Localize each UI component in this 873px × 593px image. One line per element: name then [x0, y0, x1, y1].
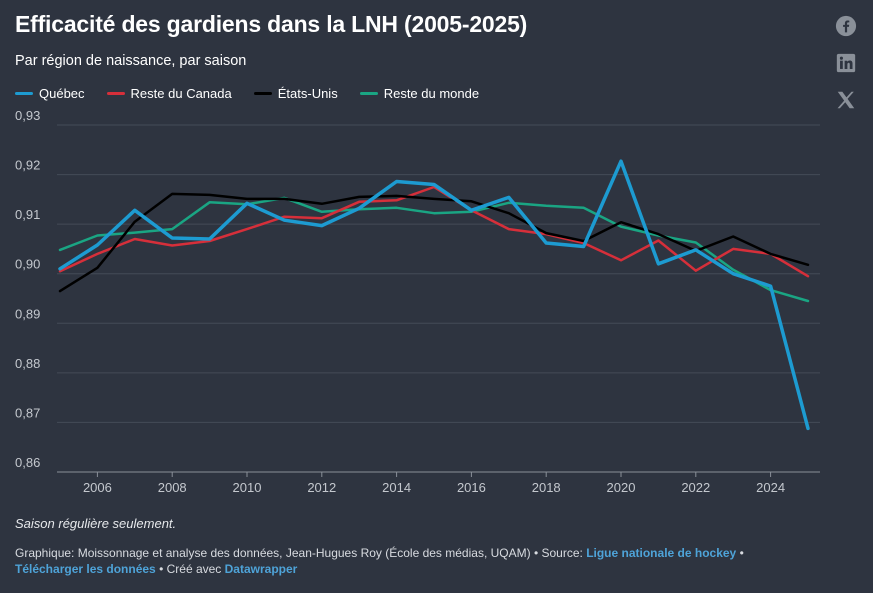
legend-label: Reste du monde	[383, 86, 480, 101]
x-tick-label: 2016	[457, 480, 486, 495]
x-tick-label: 2018	[532, 480, 561, 495]
x-tick-label: 2022	[681, 480, 710, 495]
source-link[interactable]: Ligue nationale de hockey	[586, 546, 737, 560]
x-tick-label: 2024	[756, 480, 785, 495]
y-tick-label: 0,89	[15, 306, 40, 321]
x-tick-label: 2010	[233, 480, 262, 495]
y-tick-label: 0,86	[15, 455, 40, 470]
line-chart: 0,86 0,87 0,88 0,89 0,90 0,91 0,92 0,93 2006 2008…	[15, 110, 820, 495]
legend-item-reste-du-canada: Reste du Canada	[106, 86, 232, 101]
facebook-icon	[835, 15, 857, 37]
y-tick-label: 0,88	[15, 356, 40, 371]
x-tick-label: 2008	[158, 480, 187, 495]
y-tick-label: 0,92	[15, 158, 40, 173]
x-tick-label: 2012	[307, 480, 336, 495]
legend-label: États-Unis	[277, 86, 338, 101]
linkedin-share-button[interactable]	[835, 52, 857, 74]
legend-swatch-etats-unis	[253, 92, 272, 95]
chart-title: Efficacité des gardiens dans la LNH (200…	[15, 11, 528, 37]
legend-swatch-reste-du-canada	[106, 92, 125, 95]
legend-swatch-quebec	[15, 92, 33, 95]
legend-item-etats-unis: États-Unis	[253, 86, 338, 101]
facebook-share-button[interactable]	[835, 15, 857, 37]
series-line-quebec	[58, 159, 810, 431]
legend-label: Reste du Canada	[130, 86, 232, 101]
x-tick-label: 2020	[607, 480, 636, 495]
chart-legend: Québec Reste du Canada États-Unis Reste …	[15, 86, 479, 101]
y-tick-label: 0,93	[15, 110, 40, 123]
footer-created-with: • Créé avec	[155, 562, 222, 576]
legend-swatch-reste-du-monde	[359, 92, 378, 95]
footer-separator: •	[736, 546, 744, 560]
legend-item-quebec: Québec	[15, 86, 85, 101]
footer-credits: Graphique: Moissonnage et analyse des do…	[15, 546, 583, 560]
y-tick-label: 0,91	[15, 207, 40, 222]
download-data-link[interactable]: Télécharger les données	[15, 562, 156, 576]
chart-footer: Graphique: Moissonnage et analyse des do…	[15, 545, 865, 577]
legend-item-reste-du-monde: Reste du monde	[359, 86, 480, 101]
x-share-button[interactable]	[835, 89, 857, 111]
chart-note: Saison régulière seulement.	[15, 516, 177, 531]
linkedin-icon	[836, 53, 856, 73]
y-tick-label: 0,87	[15, 405, 40, 420]
x-tick-label: 2006	[83, 480, 112, 495]
series-line-reste-du-canada	[58, 185, 810, 278]
chart-subtitle: Par région de naissance, par saison	[15, 53, 247, 69]
x-icon	[837, 91, 855, 109]
series-line-reste-du-monde	[58, 196, 810, 303]
series-line-etats-unis	[58, 192, 810, 293]
x-tick-label: 2014	[382, 480, 411, 495]
datawrapper-link[interactable]: Datawrapper	[224, 562, 298, 576]
legend-label: Québec	[39, 86, 85, 101]
y-tick-label: 0,90	[15, 257, 40, 272]
